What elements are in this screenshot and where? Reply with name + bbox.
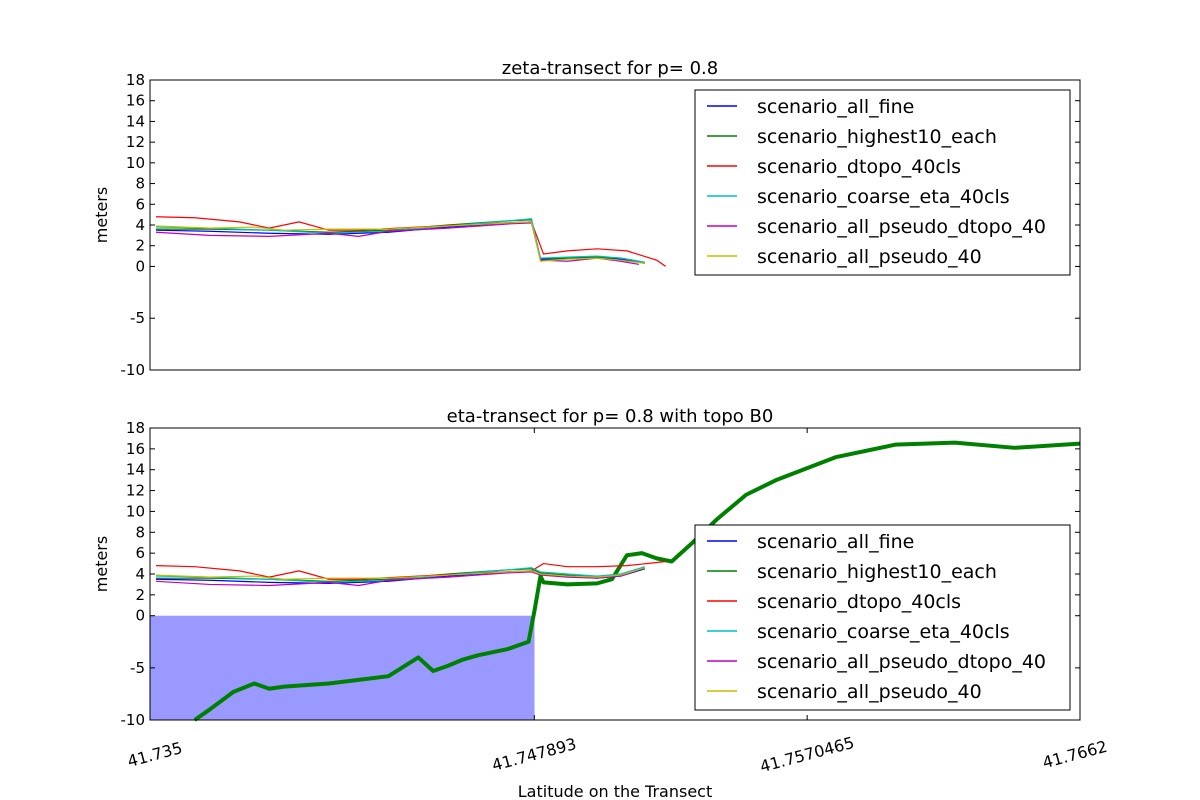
legend-box [694,524,1071,711]
y-tick-label: 4 [135,216,145,234]
x-tick-label: 41.747893 [490,734,579,775]
legend-entry: scenario_all_pseudo_40 [757,681,982,703]
y-tick-label: -10 [121,711,146,729]
y-tick-label: -5 [130,309,145,327]
legend-entry: scenario_highest10_each [757,126,997,148]
chart-title: zeta-transect for p= 0.8 [502,58,718,79]
y-tick-label: 8 [135,523,145,541]
y-tick-label: 0 [135,607,145,625]
x-axis-label: Latitude on the Transect [518,782,713,800]
legend-entry: scenario_dtopo_40cls [757,591,961,613]
zeta-transect-panel: -10 -5 0 2 4 6 8 10 12 14 16 18 zeta-transect for p=… [92,58,1081,379]
series-line-scenario_coarse_eta_40cls [155,218,645,263]
legend-entry: scenario_highest10_each [757,561,997,583]
x-tick-label: 41.7662 [1040,737,1109,772]
x-tick-label: 41.735 [125,738,184,771]
legend-entry: scenario_all_pseudo_40 [757,246,982,268]
y-tick-label: 16 [126,440,145,458]
y-tick-label: 18 [126,419,145,437]
legend-entry: scenario_all_pseudo_dtopo_40 [757,651,1046,673]
legend-entry: scenario_dtopo_40cls [757,156,961,178]
legend-entry: scenario_coarse_eta_40cls [757,621,1010,643]
y-tick-label: 16 [126,92,145,110]
y-tick-label: 0 [135,257,145,275]
y-tick-label: 12 [126,482,145,500]
y-tick-label: 10 [126,154,145,172]
legend-box [694,89,1071,276]
y-tick-label: 2 [135,586,145,604]
water-fill-region [150,615,535,720]
y-tick-label: 18 [126,71,145,89]
y-tick-label: -5 [130,659,145,677]
x-tick-label: 41.7570465 [758,733,856,776]
y-axis-label: meters [92,536,111,592]
eta-transect-panel: -10 -5 0 2 4 6 8 10 12 14 16 18 41.735 41.747893 41.75… [92,406,1109,776]
series-line-scenario_all_pseudo_40 [155,221,645,264]
topography-line [193,440,1081,722]
series-line-scenario_all_pseudo_dtopo_40 [155,569,640,587]
y-axis-label: meters [92,187,111,243]
y-tick-label: 4 [135,565,145,583]
y-tick-label: 14 [126,461,145,479]
legend-entry: scenario_all_fine [757,96,914,118]
y-tick-label: 12 [126,133,145,151]
y-tick-label: 6 [135,544,145,562]
chart-title: eta-transect for p= 0.8 with topo B0 [447,406,774,427]
y-tick-label: 8 [135,175,145,193]
legend-entry: scenario_all_fine [757,531,914,553]
y-tick-label: -10 [121,361,146,379]
series-line-scenario_highest10_each [155,219,645,263]
y-tick-label: 6 [135,195,145,213]
legend-entry: scenario_coarse_eta_40cls [757,186,1010,208]
legend-entry: scenario_all_pseudo_dtopo_40 [757,216,1046,238]
series-line-scenario_coarse_eta_40cls [155,566,645,583]
series-line-scenario_all_pseudo_40 [155,567,645,580]
y-tick-label: 10 [126,502,145,520]
y-tick-label: 2 [135,237,145,255]
y-tick-label: 14 [126,112,145,130]
